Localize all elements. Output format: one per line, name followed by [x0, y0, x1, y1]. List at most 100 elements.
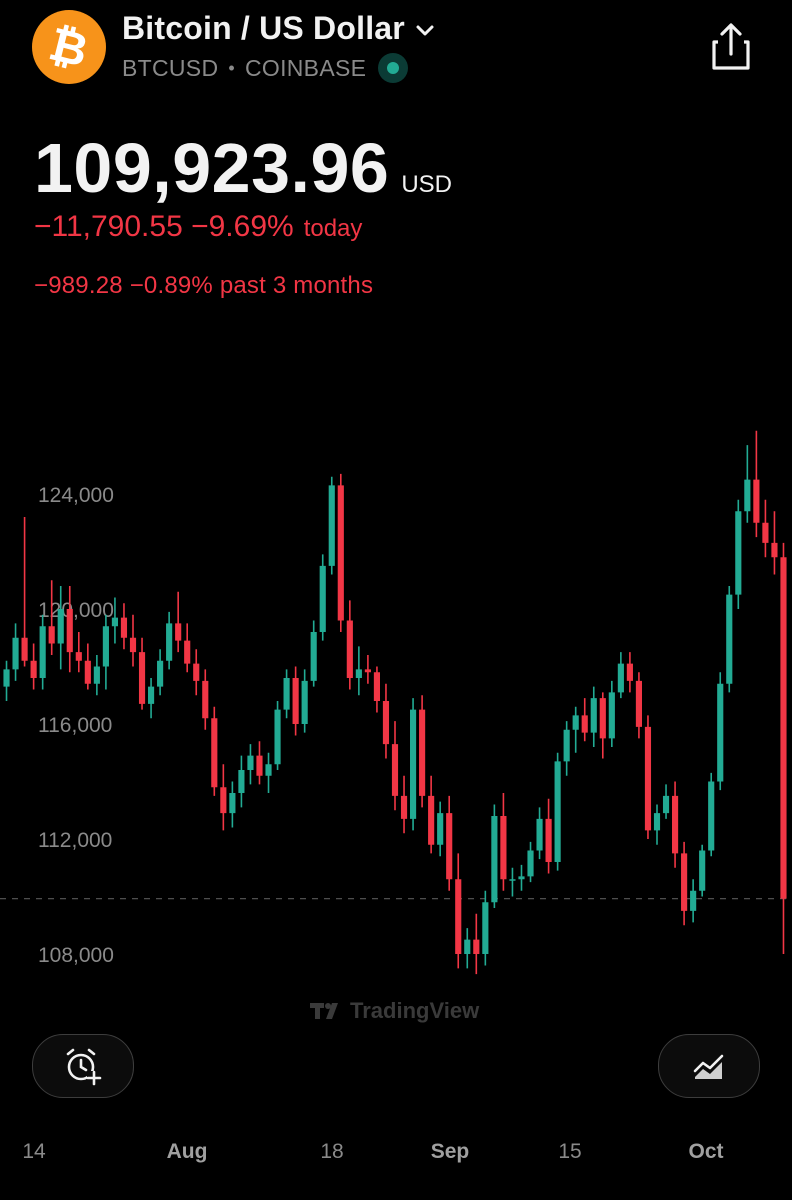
candle[interactable] [419, 695, 426, 808]
candle[interactable] [84, 643, 91, 690]
candle-body [184, 640, 191, 664]
candle[interactable] [256, 741, 263, 785]
candle[interactable] [166, 611, 173, 670]
candle-body [12, 637, 19, 670]
add-alert-button[interactable] [32, 1034, 134, 1098]
symbol-title-dropdown[interactable]: Bitcoin / US Dollar [122, 10, 435, 47]
candle[interactable] [527, 841, 534, 883]
candle[interactable] [599, 692, 606, 759]
candle[interactable] [491, 804, 498, 909]
candle[interactable] [644, 715, 652, 839]
candle[interactable] [509, 867, 516, 897]
candle[interactable] [346, 600, 353, 690]
candle[interactable] [726, 586, 733, 693]
candle[interactable] [355, 646, 362, 696]
candle[interactable] [364, 655, 371, 684]
candle[interactable] [617, 652, 624, 699]
candle-body [735, 511, 742, 595]
candle[interactable] [48, 580, 55, 655]
candle[interactable] [111, 597, 119, 644]
candle[interactable] [382, 683, 390, 759]
candle[interactable] [57, 586, 64, 670]
candle[interactable] [572, 706, 579, 753]
candle-body [147, 686, 155, 704]
candle-body [355, 669, 362, 678]
candle[interactable] [536, 807, 543, 860]
candle[interactable] [93, 655, 100, 696]
candle[interactable] [717, 672, 724, 791]
candle[interactable] [202, 669, 209, 730]
candle[interactable] [102, 614, 109, 690]
candle[interactable] [274, 701, 281, 770]
candle[interactable] [735, 499, 742, 609]
candle[interactable] [30, 643, 37, 690]
candle[interactable] [391, 721, 399, 811]
candle[interactable] [138, 637, 146, 710]
candle[interactable] [39, 614, 46, 690]
candle[interactable] [129, 614, 137, 667]
candle[interactable] [473, 913, 480, 975]
candle[interactable] [690, 879, 697, 923]
candle[interactable] [500, 793, 507, 891]
candle[interactable] [319, 554, 326, 641]
candle[interactable] [12, 623, 19, 681]
candle[interactable] [762, 499, 769, 558]
candle[interactable] [554, 752, 561, 871]
candle[interactable] [229, 781, 236, 828]
candle[interactable] [446, 795, 453, 891]
candle[interactable] [301, 669, 308, 733]
candle[interactable] [780, 542, 787, 954]
candle[interactable] [21, 517, 28, 667]
candle[interactable] [247, 744, 254, 785]
candle[interactable] [518, 864, 525, 891]
candle[interactable] [428, 775, 435, 854]
candle[interactable] [310, 620, 317, 687]
candle[interactable] [66, 586, 73, 673]
candle[interactable] [662, 784, 670, 819]
candle[interactable] [238, 755, 245, 808]
candle[interactable] [635, 672, 643, 739]
x-axis-tick-label: 18 [320, 1140, 344, 1163]
candle[interactable] [75, 632, 82, 673]
candle[interactable] [608, 680, 615, 747]
candle-body [391, 744, 399, 796]
candle[interactable] [744, 445, 751, 523]
candle[interactable] [671, 781, 679, 868]
candle[interactable] [193, 649, 200, 696]
candle[interactable] [699, 844, 706, 897]
candle[interactable] [3, 660, 10, 701]
candle[interactable] [626, 652, 633, 693]
candle[interactable] [147, 678, 155, 719]
share-button[interactable] [708, 22, 754, 72]
candle[interactable] [581, 698, 588, 742]
candle[interactable] [283, 669, 290, 719]
candle[interactable] [753, 430, 760, 538]
candle[interactable] [563, 721, 570, 776]
candle[interactable] [211, 706, 218, 796]
candle[interactable] [265, 752, 272, 793]
candle[interactable] [220, 764, 227, 831]
candle[interactable] [400, 775, 408, 834]
candle[interactable] [328, 476, 335, 575]
candle[interactable] [175, 591, 182, 653]
candle[interactable] [120, 603, 128, 650]
candle[interactable] [437, 801, 444, 857]
candle[interactable] [455, 853, 462, 969]
candle[interactable] [184, 623, 191, 673]
candle[interactable] [590, 686, 597, 747]
candle[interactable] [373, 666, 381, 713]
candle[interactable] [771, 511, 778, 575]
candle[interactable] [681, 841, 688, 926]
candle[interactable] [337, 473, 344, 632]
candle[interactable] [708, 772, 715, 857]
candle[interactable] [482, 890, 489, 966]
chart-style-button[interactable] [658, 1034, 760, 1098]
candle[interactable] [409, 698, 417, 831]
candle[interactable] [653, 804, 661, 845]
candle[interactable] [464, 928, 471, 969]
candle[interactable] [157, 649, 164, 696]
candle[interactable] [292, 666, 299, 736]
candle[interactable] [545, 798, 552, 874]
